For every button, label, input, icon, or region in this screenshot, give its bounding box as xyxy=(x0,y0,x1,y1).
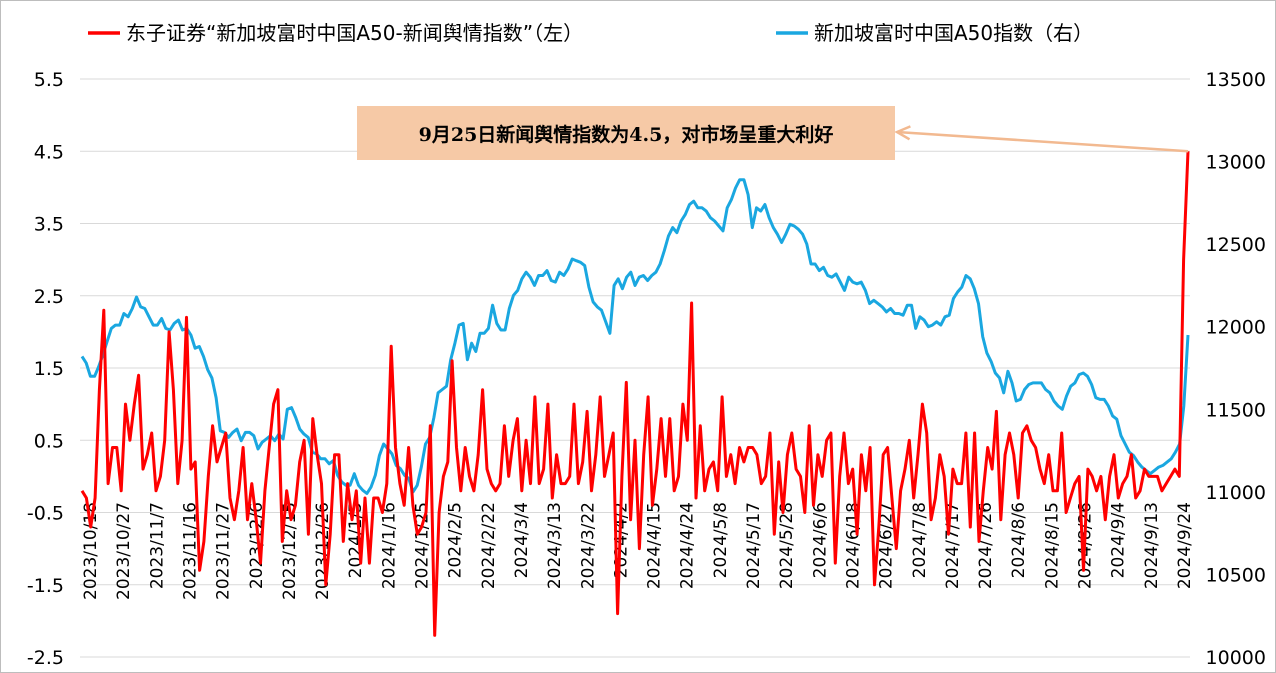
x-tick-label: 2024/3/4 xyxy=(512,502,532,578)
left-tick-label: 4.5 xyxy=(34,141,64,163)
annotation-arrowhead xyxy=(894,125,911,141)
x-tick-label: 2024/6/27 xyxy=(877,502,897,589)
x-tick-label: 2024/6/18 xyxy=(844,502,864,589)
news-index-line xyxy=(80,151,1190,637)
x-tick-label: 2023/11/27 xyxy=(214,502,234,600)
x-tick-label: 2024/9/4 xyxy=(1109,502,1129,578)
x-tick-label: 2024/8/6 xyxy=(1009,502,1029,578)
right-axis: 10000 10500 11000 11500 12000 12500 13000 13500 xyxy=(1206,69,1266,669)
a50-index-line xyxy=(80,178,1190,495)
left-tick-label: 5.5 xyxy=(34,69,64,91)
right-tick-label: 10500 xyxy=(1206,564,1266,586)
left-tick-label: -1.5 xyxy=(27,575,64,597)
right-tick-label: 10000 xyxy=(1206,647,1266,669)
x-tick-label: 2024/7/8 xyxy=(910,502,930,578)
x-tick-label: 2024/5/8 xyxy=(711,502,731,578)
x-tick-label: 2024/5/17 xyxy=(744,502,764,589)
x-tick-label: 2023/10/27 xyxy=(114,502,134,600)
x-tick-label: 2024/5/28 xyxy=(777,502,797,589)
x-tick-label: 2024/9/13 xyxy=(1142,502,1162,589)
x-tick-label: 2024/1/25 xyxy=(413,502,433,589)
x-tick-label: 2024/4/24 xyxy=(678,502,698,589)
right-tick-label: 13500 xyxy=(1206,69,1266,91)
right-tick-label: 12500 xyxy=(1206,234,1266,256)
x-tick-label: 2024/8/15 xyxy=(1042,502,1062,589)
x-tick-label: 2024/4/15 xyxy=(645,502,665,589)
legend: 东子证券“新加坡富时中国A50-新闻舆情指数”（左） 新加坡富时中国A50指数（… xyxy=(88,21,1093,45)
left-tick-label: 3.5 xyxy=(34,214,64,236)
right-tick-label: 13000 xyxy=(1206,152,1266,174)
left-axis: -2.5 -1.5 -0.5 0.5 1.5 2.5 3.5 4.5 5.5 xyxy=(27,69,64,669)
x-axis: 2023/10/18 2023/10/27 2023/11/7 2023/11/16 2… xyxy=(81,502,1195,600)
x-tick-label: 2024/2/5 xyxy=(446,502,466,578)
annotation-box: 9月25日新闻舆情指数为4.5，对市场呈重大利好 xyxy=(357,106,895,160)
x-tick-label: 2023/10/18 xyxy=(81,502,101,600)
x-tick-label: 2024/3/13 xyxy=(545,502,565,589)
x-tick-label: 2024/2/22 xyxy=(479,502,499,589)
annotation-arrow xyxy=(896,130,1189,153)
x-tick-label: 2024/6/6 xyxy=(810,502,830,578)
series-lines xyxy=(80,151,1190,637)
x-tick-label: 2023/11/16 xyxy=(181,502,201,600)
x-tick-label: 2024/1/16 xyxy=(379,502,399,589)
legend-label-news-index: 东子证券“新加坡富时中国A50-新闻舆情指数”（左） xyxy=(126,21,583,45)
left-tick-label: -0.5 xyxy=(27,503,64,525)
x-tick-label: 2024/3/22 xyxy=(578,502,598,589)
annotation-text: 9月25日新闻舆情指数为4.5，对市场呈重大利好 xyxy=(418,123,834,146)
left-tick-label: -2.5 xyxy=(27,647,64,669)
legend-label-a50-index: 新加坡富时中国A50指数（右） xyxy=(814,21,1093,45)
right-tick-label: 11500 xyxy=(1206,399,1266,421)
right-tick-label: 11000 xyxy=(1206,482,1266,504)
x-tick-label: 2023/11/7 xyxy=(147,502,167,589)
left-tick-label: 1.5 xyxy=(34,358,64,380)
left-tick-label: 0.5 xyxy=(34,430,64,452)
x-tick-label: 2024/9/24 xyxy=(1175,502,1195,589)
right-tick-label: 12000 xyxy=(1206,317,1266,339)
left-tick-label: 2.5 xyxy=(34,286,64,308)
